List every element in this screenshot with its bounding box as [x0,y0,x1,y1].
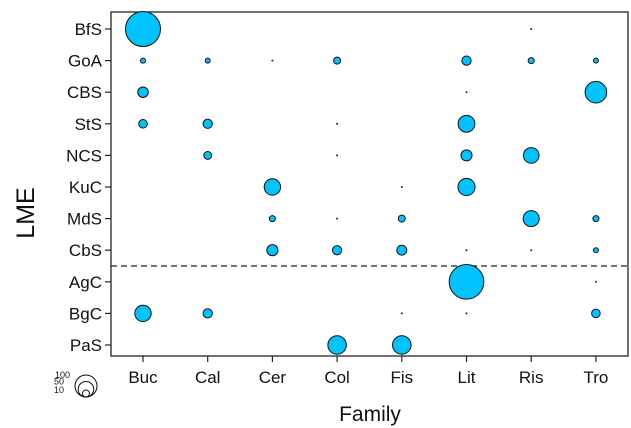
bubble-bgc-lit [465,312,468,315]
bubble-ncs-cal [203,150,213,160]
bubble-cbs-cer [266,244,279,257]
bubble-bgc-fis [400,312,403,315]
bubble-bfs-buc [125,11,161,47]
legend-circle-50 [77,380,95,398]
bubble-goa-cer [271,59,274,62]
plot-frame [110,11,629,357]
x-tick-label-buc: Buc [128,368,158,387]
legend-circle-100 [74,374,98,398]
y-tick-label-goa: GoA [68,52,103,71]
legend-label-100: 100 [55,370,70,380]
y-axis-ticks: BfS GoA CBS StS NCS KuC MdS CbS AgC BgC PaS [66,20,111,355]
y-tick-label-pas: PaS [70,336,102,355]
bubble-goa-tro [592,57,599,64]
y-tick-label-agc: AgC [69,273,102,292]
bubble-bgc-cal [202,308,213,319]
bubble-kuc-fis [400,186,403,188]
y-tick-label-kuc: KuC [69,178,102,197]
bubble-cbs-lit [465,249,468,252]
x-tick-label-tro: Tro [583,368,608,387]
bubble-goa-col [333,56,342,65]
bubble-cbs-lit [465,91,468,94]
bubble-bgc-tro [591,308,601,319]
x-axis-ticks: Buc Cal Cer Col Fis Lit Ris Tro [128,356,608,387]
bubble-kuc-lit [457,177,476,197]
legend-circle-10 [82,389,90,398]
y-tick-label-sts: StS [75,115,102,134]
x-tick-label-lit: Lit [458,368,476,387]
bubble-ncs-ris [522,147,540,164]
x-tick-label-fis: Fis [390,368,413,387]
bubble-goa-lit [461,55,472,66]
bubble-sts-buc [138,119,148,129]
x-tick-label-col: Col [324,368,350,387]
y-tick-label-cbs: CBS [67,83,102,102]
x-tick-label-cal: Cal [195,368,221,387]
y-tick-label-bgc: BgC [69,304,102,323]
bubble-goa-buc [140,57,146,64]
bubble-cbs-col [331,245,343,256]
bubble-cbs-fis [396,244,408,256]
bubble-agc-tro [594,280,597,283]
legend-label-10: 10 [54,385,64,395]
bubble-goa-cal [204,57,211,64]
bubble-pas-fis [392,335,412,355]
plot-border [110,11,629,357]
bubble-cbs-tro [592,247,599,254]
bubble-sts-col [336,122,339,125]
bubble-sts-cal [202,118,213,129]
bubble-layer [125,11,608,355]
y-tick-label-cbs: CbS [69,241,102,260]
bubble-cbs-tro [584,80,608,104]
bubble-mds-tro [592,215,600,223]
legend-label-50: 50 [54,376,64,386]
bubble-agc-lit [448,263,485,300]
bubble-cbs-ris [530,249,533,252]
y-tick-label-ncs: NCS [66,146,102,165]
y-tick-label-bfs: BfS [75,20,102,39]
bubble-mds-cer [268,215,276,223]
bubble-mds-col [336,217,339,220]
bubble-cbs-buc [137,86,149,98]
bubble-ncs-lit [460,149,473,162]
y-tick-label-mds: MdS [67,210,102,229]
x-tick-label-ris: Ris [519,368,544,387]
x-axis-title: Family [339,403,401,426]
bubble-goa-ris [527,57,535,65]
bubble-bfs-ris [530,28,533,30]
bubble-bgc-buc [134,304,152,323]
bubble-kuc-cer [263,178,282,196]
bubble-mds-ris [522,210,540,228]
bubble-sts-lit [457,114,476,133]
bubble-ncs-col [336,154,339,157]
y-axis-title: LME [12,187,40,238]
bubble-mds-fis [397,214,406,223]
bubble-pas-col [327,335,347,355]
x-tick-label-cer: Cer [259,368,287,387]
